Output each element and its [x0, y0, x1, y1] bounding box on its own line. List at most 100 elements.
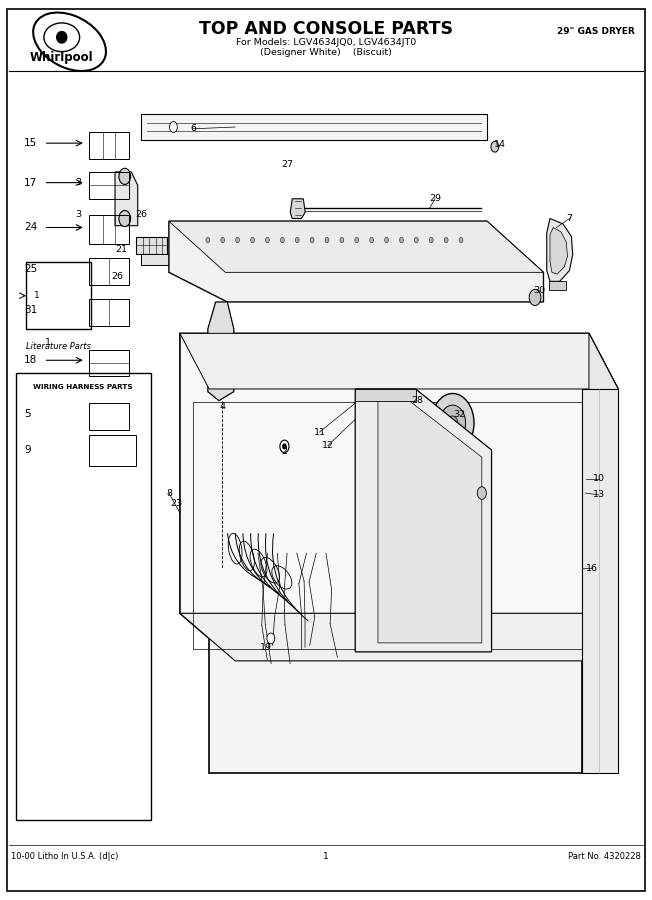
Text: Part No. 4320228: Part No. 4320228: [568, 852, 641, 861]
Polygon shape: [169, 221, 487, 273]
Text: 1: 1: [45, 338, 51, 346]
Circle shape: [385, 238, 389, 243]
Text: 12: 12: [322, 441, 334, 450]
Bar: [89, 435, 136, 466]
Polygon shape: [180, 333, 618, 661]
Polygon shape: [136, 238, 167, 255]
Text: 26: 26: [135, 210, 147, 219]
Circle shape: [477, 487, 486, 500]
Circle shape: [280, 440, 289, 453]
Text: 26: 26: [111, 273, 123, 282]
Circle shape: [250, 238, 254, 243]
Text: 29: 29: [429, 194, 441, 203]
Text: 14: 14: [494, 140, 506, 149]
Text: 1: 1: [323, 852, 329, 861]
Circle shape: [206, 238, 210, 243]
Text: For Models: LGV4634JQ0, LGV4634JT0: For Models: LGV4634JQ0, LGV4634JT0: [236, 38, 416, 47]
Circle shape: [267, 633, 274, 643]
Polygon shape: [180, 613, 618, 661]
Text: 16: 16: [586, 564, 598, 573]
Polygon shape: [550, 228, 567, 274]
Circle shape: [400, 238, 404, 243]
Circle shape: [235, 238, 239, 243]
Polygon shape: [208, 302, 234, 400]
Circle shape: [119, 168, 130, 184]
Polygon shape: [115, 172, 138, 226]
Text: 10-00 Litho In U.S.A. (d|c): 10-00 Litho In U.S.A. (d|c): [11, 852, 119, 861]
Bar: [16, 373, 151, 820]
Text: 27: 27: [281, 160, 293, 169]
Text: 25: 25: [24, 264, 37, 274]
Circle shape: [415, 238, 419, 243]
Bar: [89, 172, 129, 199]
Circle shape: [429, 238, 433, 243]
Bar: [89, 403, 129, 430]
Circle shape: [295, 238, 299, 243]
Polygon shape: [169, 221, 544, 273]
Circle shape: [221, 238, 225, 243]
Polygon shape: [141, 255, 401, 266]
Text: 7: 7: [567, 214, 572, 223]
Text: Whirlpool: Whirlpool: [30, 50, 94, 64]
Text: 21: 21: [115, 246, 128, 255]
Circle shape: [340, 238, 344, 243]
Text: 17: 17: [24, 177, 37, 187]
Text: 11: 11: [314, 428, 325, 436]
Text: 2: 2: [281, 447, 287, 456]
Bar: [89, 349, 129, 376]
Polygon shape: [180, 333, 618, 389]
Circle shape: [459, 238, 463, 243]
Polygon shape: [355, 389, 492, 652]
Circle shape: [282, 444, 286, 449]
Circle shape: [325, 238, 329, 243]
Circle shape: [265, 238, 269, 243]
Circle shape: [355, 238, 359, 243]
Text: 28: 28: [411, 396, 423, 405]
Text: 9: 9: [24, 445, 31, 455]
Text: 23: 23: [171, 500, 183, 508]
Polygon shape: [209, 629, 582, 773]
Bar: [26, 262, 91, 328]
Polygon shape: [290, 199, 305, 219]
Text: 4: 4: [219, 402, 225, 411]
Polygon shape: [589, 333, 618, 661]
Circle shape: [447, 416, 458, 430]
Ellipse shape: [44, 22, 80, 51]
Text: 6: 6: [190, 124, 196, 133]
Text: 3: 3: [75, 178, 81, 187]
Circle shape: [310, 238, 314, 243]
Circle shape: [431, 393, 474, 453]
Text: 32: 32: [453, 410, 465, 418]
Circle shape: [370, 238, 374, 243]
Polygon shape: [355, 389, 415, 400]
Text: 31: 31: [24, 305, 37, 315]
Polygon shape: [378, 400, 482, 643]
Polygon shape: [547, 219, 572, 282]
Text: 19: 19: [260, 643, 273, 652]
Circle shape: [529, 290, 541, 305]
Circle shape: [119, 211, 130, 227]
Ellipse shape: [57, 32, 67, 43]
Polygon shape: [141, 114, 487, 140]
Bar: [89, 215, 129, 244]
Text: 5: 5: [24, 410, 31, 419]
Circle shape: [439, 405, 466, 441]
Circle shape: [280, 238, 284, 243]
Polygon shape: [201, 227, 469, 255]
Circle shape: [170, 122, 177, 132]
Text: 30: 30: [533, 286, 545, 295]
Text: 18: 18: [24, 356, 37, 365]
Text: WIRING HARNESS PARTS: WIRING HARNESS PARTS: [33, 383, 133, 390]
Polygon shape: [582, 389, 618, 773]
Bar: [89, 258, 129, 285]
Text: (Designer White)    (Biscuit): (Designer White) (Biscuit): [260, 48, 392, 57]
Bar: [89, 132, 129, 159]
Text: 24: 24: [24, 222, 37, 232]
Bar: [193, 402, 582, 649]
Text: 3: 3: [75, 211, 81, 220]
Text: 29" GAS DRYER: 29" GAS DRYER: [557, 27, 634, 36]
Text: 10: 10: [593, 474, 604, 483]
Bar: [89, 300, 129, 326]
Text: TOP AND CONSOLE PARTS: TOP AND CONSOLE PARTS: [199, 20, 453, 38]
Text: 13: 13: [593, 491, 605, 500]
